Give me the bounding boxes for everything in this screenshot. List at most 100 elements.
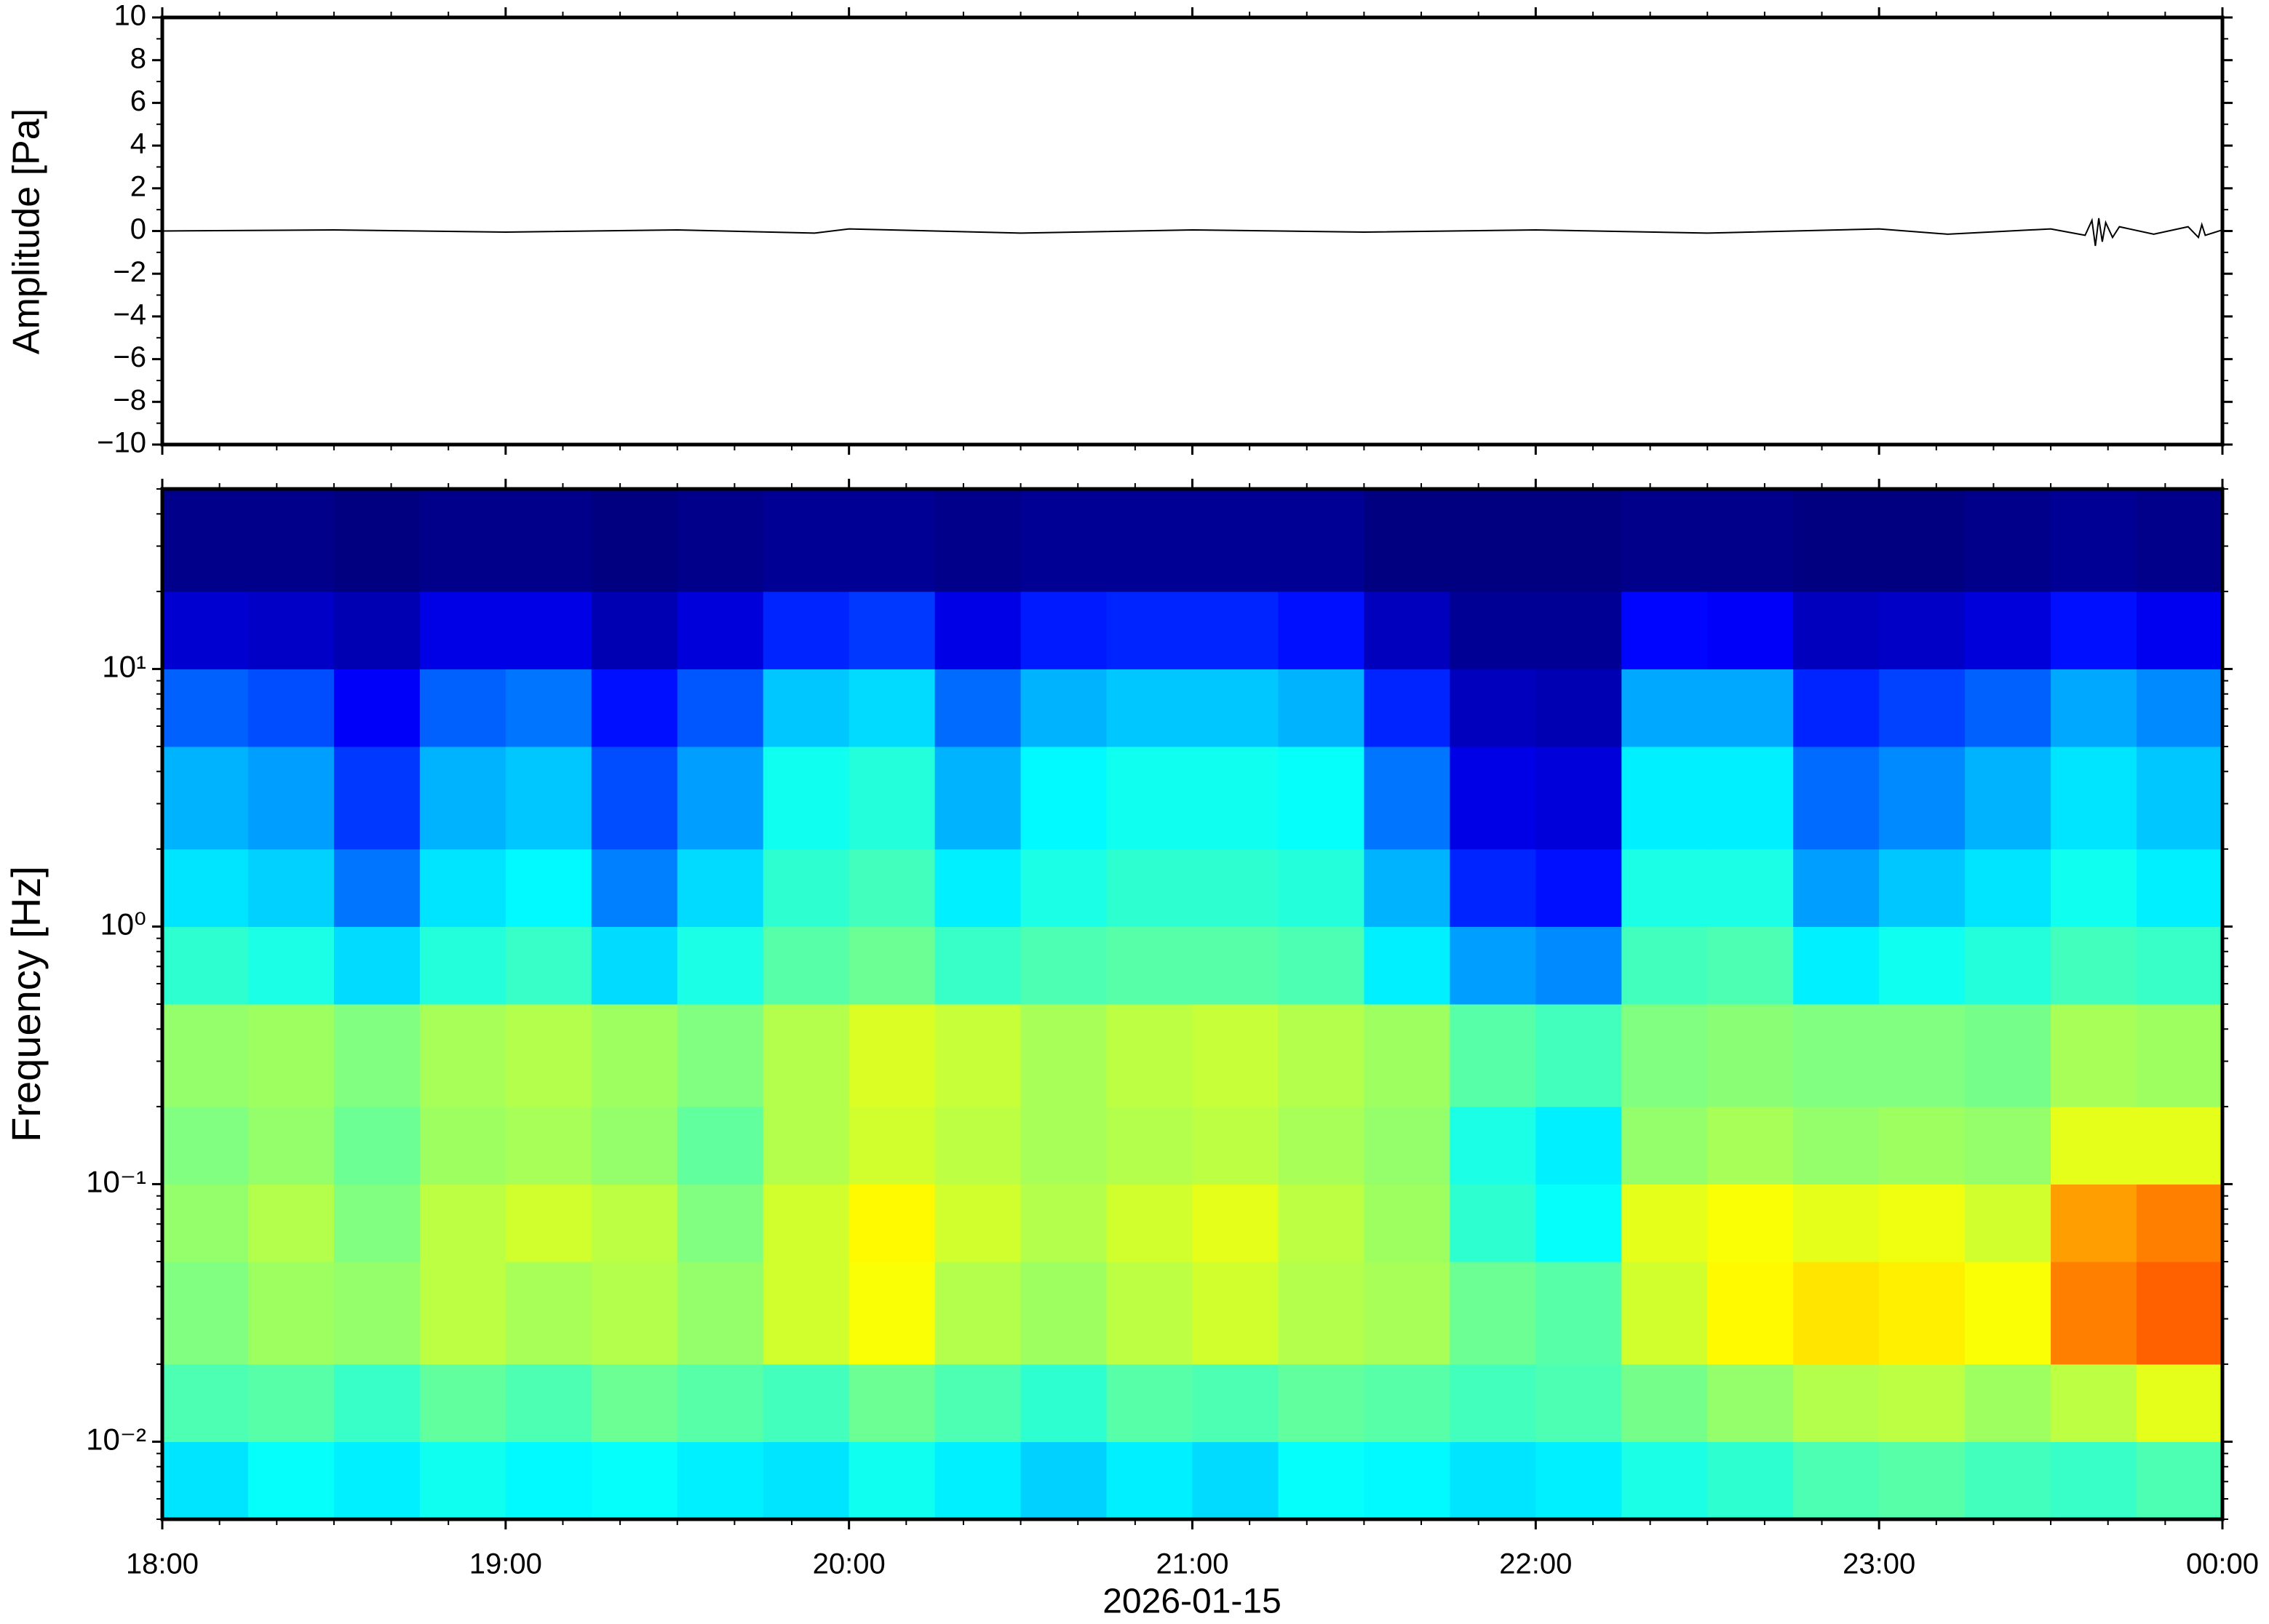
heatmap-cell xyxy=(1707,1004,1794,1107)
heatmap-cell xyxy=(1106,848,1193,927)
heatmap-cell xyxy=(1364,1004,1450,1107)
heatmap-cell xyxy=(1965,1262,2051,1365)
heatmap-cell xyxy=(763,591,850,669)
heatmap-cell xyxy=(1020,489,1108,592)
y-tick-label: 0 xyxy=(130,213,146,245)
heatmap-cell xyxy=(1278,591,1364,669)
heatmap-cell xyxy=(1535,1106,1622,1185)
heatmap-cell xyxy=(2051,848,2137,927)
heatmap-cell xyxy=(1106,1262,1193,1365)
heatmap-cell xyxy=(333,591,421,669)
heatmap-cell xyxy=(1192,1364,1279,1442)
heatmap-cell xyxy=(1621,489,1708,592)
heatmap-cell xyxy=(1450,747,1536,850)
heatmap-cell xyxy=(1450,1106,1536,1185)
heatmap-cell xyxy=(934,1262,1022,1365)
heatmap-cell xyxy=(333,1364,421,1442)
waveform-line xyxy=(162,218,2223,247)
heatmap-cell xyxy=(505,1441,592,1520)
y-tick-label: 6 xyxy=(130,85,146,117)
heatmap-cell xyxy=(333,1184,421,1262)
heatmap-cell xyxy=(1879,1441,1966,1520)
heatmap-cell xyxy=(1278,669,1364,747)
heatmap-cell xyxy=(1278,1106,1364,1185)
heatmap-cell xyxy=(934,1184,1022,1262)
heatmap-cell xyxy=(1535,1184,1622,1262)
y-tick-label: −2 xyxy=(113,256,146,288)
heatmap-cell xyxy=(505,1364,592,1442)
heatmap-cell xyxy=(2137,669,2223,747)
heatmap-cell xyxy=(1450,1262,1536,1365)
heatmap-cell xyxy=(505,1106,592,1185)
heatmap-cell xyxy=(677,1184,764,1262)
heatmap-cell xyxy=(763,1106,850,1185)
heatmap-cell xyxy=(1793,1364,1880,1442)
heatmap-cell xyxy=(1106,1106,1193,1185)
heatmap-cell xyxy=(849,926,936,1005)
heatmap-cell xyxy=(333,1441,421,1520)
x-tick-label: 21:00 xyxy=(1156,1548,1228,1580)
heatmap-cell xyxy=(162,489,249,592)
y-axis-title: Amplitude [Pa] xyxy=(6,108,48,354)
heatmap-cell xyxy=(1020,848,1108,927)
heatmap-cell xyxy=(1707,1364,1794,1442)
heatmap-cell xyxy=(333,1262,421,1365)
heatmap-cell xyxy=(1965,848,2051,927)
heatmap-cell xyxy=(1364,1441,1450,1520)
heatmap-cell xyxy=(1707,1441,1794,1520)
heatmap-cell xyxy=(419,1004,506,1107)
heatmap-cell xyxy=(1192,591,1279,669)
heatmap-cell xyxy=(849,747,936,850)
heatmap-cell xyxy=(1621,669,1708,747)
heatmap-cell xyxy=(1450,1364,1536,1442)
heatmap-cell xyxy=(1192,1004,1279,1107)
heatmap-cell xyxy=(1707,848,1794,927)
heatmap-cell xyxy=(849,1004,936,1107)
heatmap-cell xyxy=(677,1004,764,1107)
heatmap-cell xyxy=(677,1441,764,1520)
heatmap-cell xyxy=(247,669,335,747)
heatmap-cell xyxy=(677,1364,764,1442)
heatmap-cell xyxy=(1364,747,1450,850)
heatmap-cell xyxy=(505,489,592,592)
heatmap-cell xyxy=(1020,1106,1108,1185)
heatmap-cell xyxy=(1707,747,1794,850)
heatmap-cell xyxy=(1793,747,1880,850)
x-tick-label: 18:00 xyxy=(126,1548,199,1580)
heatmap-cell xyxy=(2137,1184,2223,1262)
heatmap-cell xyxy=(849,1184,936,1262)
y-tick-label: 8 xyxy=(130,42,146,74)
y-tick-label: 4 xyxy=(130,128,146,160)
heatmap-cell xyxy=(1020,926,1108,1005)
heatmap-cell xyxy=(591,1262,678,1365)
heatmap-cell xyxy=(1707,926,1794,1005)
heatmap-cell xyxy=(1106,747,1193,850)
heatmap-cell xyxy=(1106,1441,1193,1520)
heatmap-cell xyxy=(591,1364,678,1442)
heatmap-cell xyxy=(677,926,764,1005)
heatmap-cell xyxy=(1192,1184,1279,1262)
heatmap-cell xyxy=(1879,1364,1966,1442)
heatmap-cell xyxy=(1106,669,1193,747)
heatmap-cell xyxy=(2051,1262,2137,1365)
heatmap-cell xyxy=(419,1262,506,1365)
heatmap-cell xyxy=(505,1262,592,1365)
heatmap-cell xyxy=(1020,1262,1108,1365)
heatmap-cell xyxy=(2051,1004,2137,1107)
heatmap-cell xyxy=(591,848,678,927)
heatmap-cell xyxy=(1621,1106,1708,1185)
heatmap-cell xyxy=(2137,591,2223,669)
y-tick-label: −8 xyxy=(113,384,146,416)
x-tick-label: 19:00 xyxy=(469,1548,542,1580)
heatmap-cell xyxy=(1192,1441,1279,1520)
heatmap-cell xyxy=(591,747,678,850)
heatmap-cell xyxy=(763,1004,850,1107)
heatmap-cell xyxy=(1106,926,1193,1005)
heatmap-cell xyxy=(162,669,249,747)
heatmap-cell xyxy=(934,1106,1022,1185)
heatmap-cell xyxy=(1364,1106,1450,1185)
x-tick-label: 00:00 xyxy=(2186,1548,2259,1580)
heatmap-cell xyxy=(591,1184,678,1262)
heatmap-cell xyxy=(162,1004,249,1107)
